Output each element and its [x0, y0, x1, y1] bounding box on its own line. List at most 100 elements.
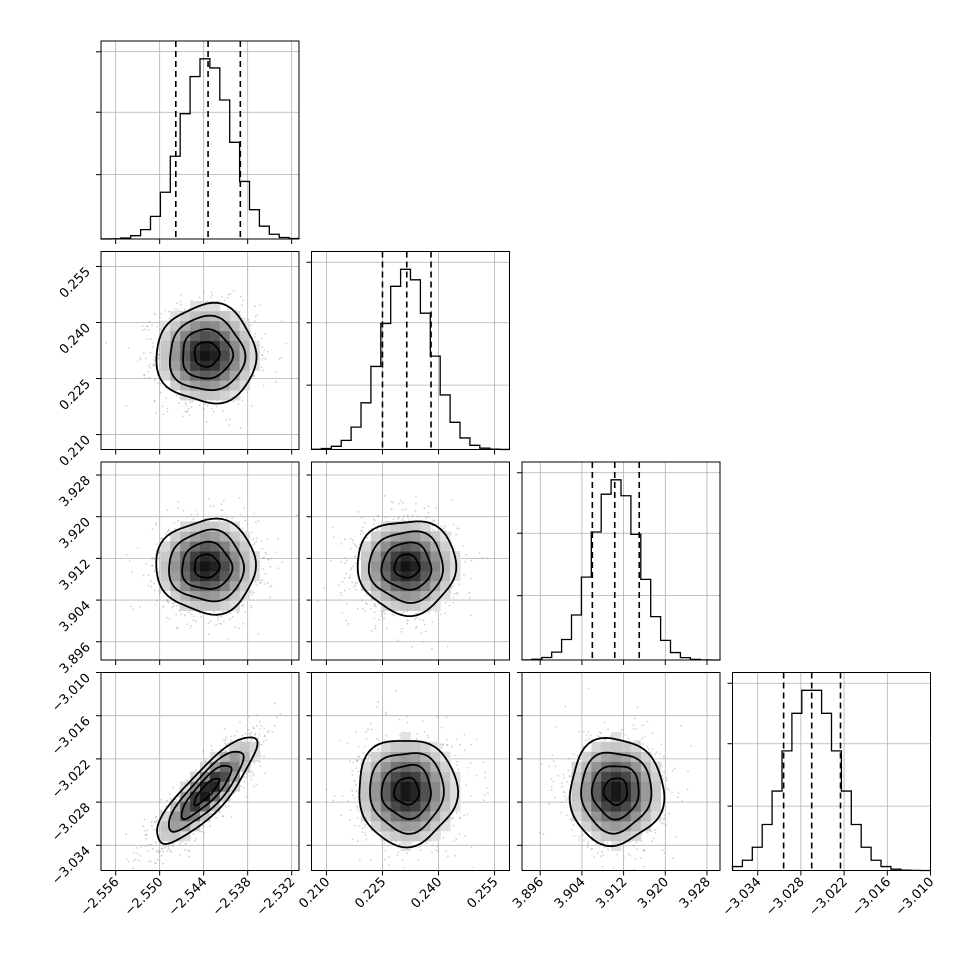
sample-point — [433, 529, 436, 532]
sample-point — [456, 591, 458, 594]
sample-point — [154, 589, 156, 591]
sample-point — [239, 427, 242, 430]
density-block — [430, 570, 441, 582]
sample-point — [257, 632, 260, 635]
sample-point — [444, 525, 447, 527]
sample-point — [162, 605, 164, 608]
density-block — [200, 350, 211, 361]
sample-point — [360, 516, 363, 519]
sample-point — [410, 645, 413, 648]
sample-point — [125, 554, 128, 557]
density-block — [219, 360, 231, 371]
density-block — [410, 521, 421, 532]
sample-point — [166, 530, 169, 533]
sample-point — [261, 547, 264, 550]
sample-point — [212, 410, 215, 413]
density-block — [229, 551, 240, 562]
sample-point — [427, 511, 430, 514]
sample-point — [221, 815, 224, 817]
sample-point — [236, 611, 239, 614]
sample-point — [190, 613, 193, 615]
sample-point — [401, 518, 404, 520]
sample-point — [416, 616, 419, 619]
sample-point — [452, 585, 455, 587]
sample-point — [151, 324, 154, 326]
sample-point — [462, 545, 465, 547]
sample-point — [296, 514, 298, 516]
sample-point — [223, 739, 225, 742]
density-block — [400, 570, 411, 582]
scatter-panel-3-2 — [311, 461, 510, 661]
sample-point — [435, 507, 437, 509]
scatter-panel-4-1 — [100, 672, 300, 871]
sample-point — [209, 505, 212, 507]
sample-point — [253, 762, 256, 764]
sample-point — [211, 407, 214, 410]
sample-point — [245, 772, 248, 775]
hist-panel-4 — [727, 672, 932, 872]
sample-point — [252, 538, 255, 540]
sample-point — [261, 354, 263, 357]
sample-point — [380, 613, 383, 615]
sample-point — [349, 576, 351, 579]
sample-point — [160, 537, 163, 540]
sample-point — [453, 592, 456, 595]
sample-point — [350, 567, 353, 569]
density-block — [209, 360, 221, 371]
sample-point — [470, 559, 473, 562]
sample-point — [207, 622, 210, 625]
density-block — [361, 561, 372, 572]
density-block — [170, 380, 181, 391]
sample-point — [158, 592, 161, 595]
histogram-step — [521, 479, 721, 661]
density-block — [420, 561, 431, 572]
sample-point — [411, 514, 414, 517]
sample-point — [373, 605, 376, 607]
sample-point — [154, 603, 157, 606]
sample-point — [233, 734, 236, 737]
contour-level-4 — [155, 517, 257, 616]
sample-point — [153, 363, 156, 366]
sample-point — [262, 568, 265, 570]
sample-point — [201, 824, 204, 827]
sample-point — [415, 626, 418, 628]
sample-point — [452, 601, 455, 604]
sample-point — [242, 623, 244, 625]
sample-point — [153, 399, 156, 402]
sample-point — [188, 414, 191, 416]
sample-point — [167, 601, 170, 604]
sample-point — [193, 615, 195, 618]
sample-point — [344, 538, 346, 541]
sample-point — [142, 329, 145, 331]
density-block — [180, 360, 191, 371]
sample-point — [159, 591, 162, 594]
sample-point — [157, 571, 160, 573]
density-block — [400, 580, 411, 592]
sample-point — [450, 586, 453, 589]
sample-point — [142, 825, 145, 828]
sample-point — [373, 617, 376, 620]
density-block — [249, 561, 260, 572]
sample-point — [256, 314, 259, 317]
sample-point — [203, 407, 205, 410]
sample-point — [224, 743, 227, 746]
sample-point — [366, 603, 369, 605]
density-block — [219, 380, 231, 391]
sample-point — [228, 424, 231, 426]
sample-point — [349, 537, 352, 540]
density-block — [219, 340, 231, 351]
panel-frame — [732, 672, 931, 871]
sample-point — [250, 591, 252, 594]
sample-point — [450, 498, 453, 501]
density-block — [180, 330, 191, 341]
density-block — [209, 320, 221, 332]
sample-point — [215, 405, 218, 408]
sample-point — [154, 378, 157, 381]
contour-level-3 — [367, 530, 445, 604]
sample-point — [147, 370, 150, 373]
sample-point — [262, 556, 265, 559]
sample-point — [246, 268, 249, 271]
sample-point — [225, 419, 228, 421]
sample-point — [209, 296, 212, 299]
sample-point — [348, 577, 351, 579]
